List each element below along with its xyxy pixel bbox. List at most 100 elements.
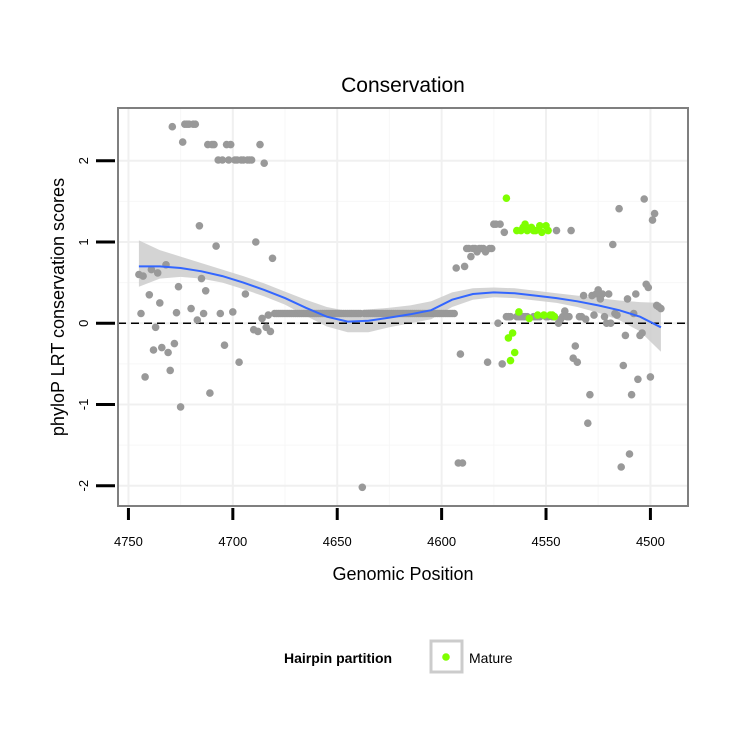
data-point bbox=[640, 195, 648, 203]
data-point-mature bbox=[544, 226, 552, 235]
data-point bbox=[168, 122, 177, 131]
legend-title: Hairpin partition bbox=[284, 650, 392, 666]
data-point bbox=[615, 204, 623, 213]
data-point bbox=[170, 339, 179, 348]
data-point bbox=[149, 346, 158, 354]
y-axis: -2 -1 0 1 2 bbox=[76, 157, 115, 491]
data-point bbox=[456, 350, 465, 358]
data-point bbox=[141, 373, 149, 381]
data-point bbox=[229, 308, 237, 316]
data-point bbox=[358, 483, 367, 492]
y-axis-label: phyloP LRT conservation scores bbox=[48, 178, 68, 436]
data-point bbox=[579, 291, 588, 300]
data-point bbox=[247, 156, 256, 164]
data-point bbox=[590, 311, 598, 319]
data-point bbox=[621, 331, 630, 340]
data-point bbox=[264, 311, 273, 319]
data-point bbox=[145, 291, 154, 299]
y-tick-label: -1 bbox=[76, 399, 91, 411]
data-point-mature bbox=[525, 314, 534, 323]
y-tick-label: 1 bbox=[76, 238, 91, 245]
data-point bbox=[598, 290, 607, 298]
data-point bbox=[178, 138, 187, 146]
data-point bbox=[258, 314, 266, 323]
data-point bbox=[609, 240, 617, 249]
smooth-line bbox=[138, 265, 662, 329]
data-point bbox=[191, 120, 200, 128]
x-tick-label: 4700 bbox=[218, 534, 247, 549]
data-point bbox=[625, 450, 634, 458]
data-point bbox=[634, 375, 642, 384]
data-point bbox=[212, 242, 220, 250]
data-point bbox=[573, 358, 582, 367]
data-point bbox=[632, 290, 640, 298]
data-point bbox=[450, 309, 459, 318]
data-point-mature bbox=[533, 311, 542, 319]
y-tick-label: 0 bbox=[76, 320, 91, 327]
data-point-mature bbox=[536, 222, 544, 230]
data-point-mature bbox=[502, 194, 511, 202]
data-point bbox=[487, 244, 496, 253]
x-axis: 4750 4700 4650 4600 4550 4500 bbox=[114, 508, 665, 549]
data-point-mature bbox=[521, 220, 529, 228]
smooth-line-layer bbox=[138, 265, 662, 329]
data-point bbox=[156, 299, 164, 307]
data-point bbox=[496, 220, 504, 228]
y-tick-label: 2 bbox=[76, 157, 91, 164]
panel-border bbox=[117, 107, 689, 507]
data-point bbox=[467, 252, 475, 261]
data-point bbox=[256, 140, 264, 149]
data-point bbox=[164, 348, 172, 357]
data-point-mature bbox=[538, 228, 546, 237]
data-point-mature bbox=[550, 312, 559, 321]
data-point bbox=[147, 265, 156, 274]
data-point bbox=[137, 309, 145, 318]
data-point bbox=[500, 228, 509, 237]
data-point bbox=[260, 159, 269, 167]
data-point bbox=[606, 319, 615, 328]
data-point bbox=[613, 311, 621, 319]
points-layer bbox=[135, 120, 665, 492]
data-point bbox=[174, 282, 183, 291]
data-point bbox=[460, 262, 469, 271]
data-point bbox=[483, 358, 492, 367]
data-point bbox=[648, 216, 657, 224]
data-point bbox=[218, 156, 227, 164]
data-point bbox=[158, 343, 166, 352]
data-point bbox=[266, 327, 275, 336]
data-point bbox=[623, 295, 632, 303]
data-point bbox=[153, 269, 162, 277]
data-point bbox=[252, 238, 260, 246]
data-point-mature bbox=[510, 348, 519, 357]
data-point bbox=[644, 283, 653, 292]
data-point bbox=[210, 140, 218, 149]
data-point bbox=[650, 209, 659, 218]
data-point bbox=[195, 222, 204, 230]
data-point bbox=[176, 403, 185, 411]
x-tick-label: 4650 bbox=[323, 534, 352, 549]
data-point bbox=[151, 323, 160, 332]
data-point bbox=[254, 327, 262, 336]
data-point bbox=[552, 226, 561, 235]
data-point bbox=[494, 319, 502, 328]
smooth-ribbon-layer bbox=[138, 240, 661, 352]
x-tick-label: 4500 bbox=[636, 534, 665, 549]
data-point bbox=[604, 290, 613, 298]
data-point bbox=[226, 140, 235, 149]
confidence-ribbon bbox=[138, 240, 661, 352]
data-point bbox=[627, 390, 636, 399]
data-point-mature bbox=[540, 311, 548, 319]
x-tick-label: 4750 bbox=[114, 534, 143, 549]
data-point bbox=[197, 274, 206, 283]
legend: Hairpin partition Mature bbox=[284, 639, 513, 674]
data-point bbox=[565, 312, 573, 321]
x-tick-label: 4600 bbox=[427, 534, 456, 549]
chart-title: Conservation bbox=[341, 74, 465, 97]
data-point bbox=[216, 309, 225, 318]
data-point bbox=[581, 315, 590, 324]
data-point bbox=[646, 373, 655, 381]
data-point bbox=[193, 316, 202, 324]
data-point bbox=[600, 312, 609, 321]
data-point bbox=[166, 366, 174, 375]
